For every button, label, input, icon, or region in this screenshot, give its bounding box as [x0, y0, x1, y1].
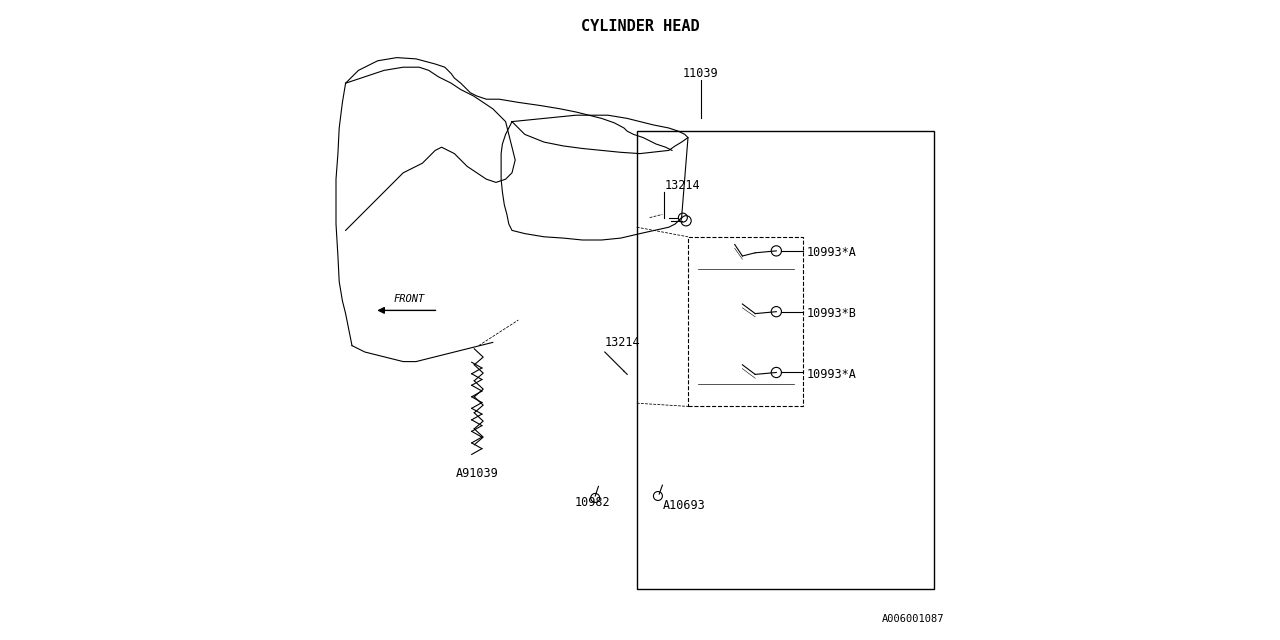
Text: 10993*A: 10993*A	[806, 368, 856, 381]
Text: 11039: 11039	[684, 67, 718, 80]
Text: 13214: 13214	[664, 179, 700, 192]
Text: CYLINDER HEAD: CYLINDER HEAD	[581, 19, 699, 34]
Bar	[637, 131, 934, 589]
Text: 10993*A: 10993*A	[806, 246, 856, 259]
Text: 10982: 10982	[575, 496, 609, 509]
Text: A10693: A10693	[663, 499, 705, 512]
Text: FRONT: FRONT	[394, 294, 425, 304]
Text: 10993*B: 10993*B	[806, 307, 856, 320]
Bar	[689, 237, 804, 406]
Text: 13214: 13214	[604, 336, 640, 349]
Text: A006001087: A006001087	[882, 614, 945, 624]
Text: A91039: A91039	[456, 467, 498, 480]
